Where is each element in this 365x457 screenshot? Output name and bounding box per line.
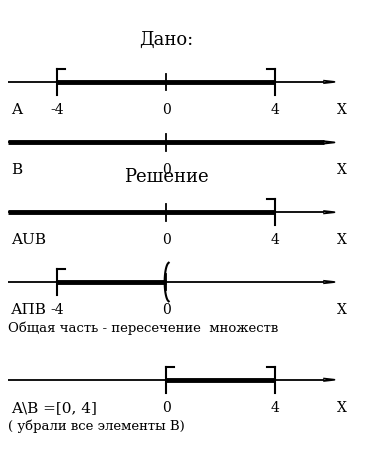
Text: Общая часть - пересечение  множеств: Общая часть - пересечение множеств xyxy=(8,322,278,335)
Text: АПВ: АПВ xyxy=(11,303,47,317)
Text: 0: 0 xyxy=(162,303,170,317)
Text: 0: 0 xyxy=(162,103,170,117)
Text: A\B =[0, 4]: A\B =[0, 4] xyxy=(11,401,97,414)
Text: X: X xyxy=(337,401,347,414)
Text: Решение: Решение xyxy=(124,168,208,186)
Text: B: B xyxy=(11,163,22,177)
Text: -4: -4 xyxy=(50,303,64,317)
Text: 4: 4 xyxy=(270,233,280,247)
Text: 0: 0 xyxy=(162,163,170,177)
Text: 4: 4 xyxy=(270,103,280,117)
Text: A: A xyxy=(11,103,22,117)
Text: 0: 0 xyxy=(162,401,170,414)
Text: 4: 4 xyxy=(270,401,280,414)
Text: 0: 0 xyxy=(162,233,170,247)
Text: AUB: AUB xyxy=(11,233,46,247)
Text: X: X xyxy=(337,233,347,247)
Text: X: X xyxy=(337,163,347,177)
Text: X: X xyxy=(337,303,347,317)
Text: X: X xyxy=(337,103,347,117)
Text: ( убрали все элементы В): ( убрали все элементы В) xyxy=(8,420,185,433)
Text: -4: -4 xyxy=(50,103,64,117)
Text: Дано:: Дано: xyxy=(139,31,193,49)
